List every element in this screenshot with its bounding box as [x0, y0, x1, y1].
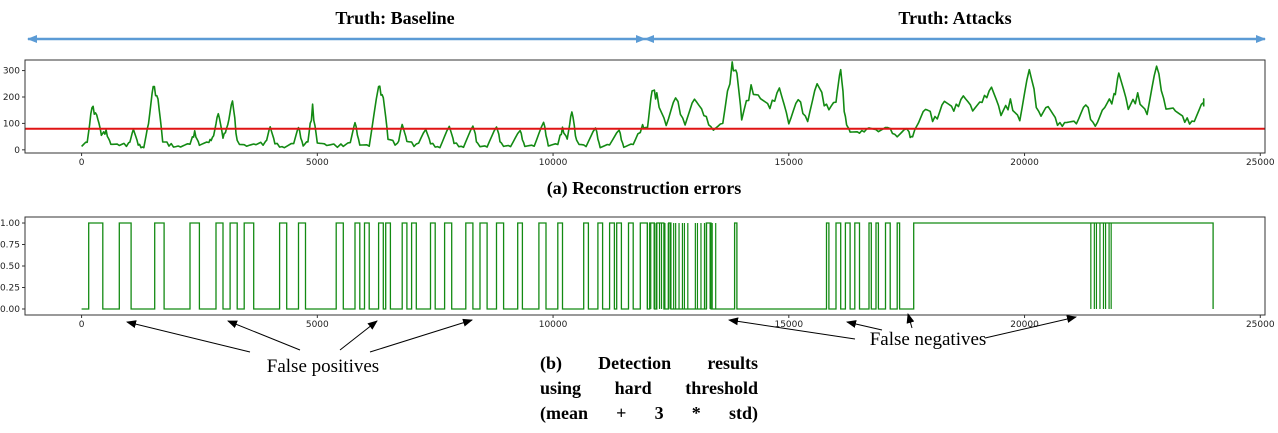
caption-b-line-2: using hard threshold	[540, 378, 758, 398]
fp-arrow-1	[126, 320, 251, 353]
fn-arrow-1	[728, 317, 856, 340]
bottom-x-tick-label: 25000	[1246, 320, 1275, 330]
top-y-tick-label: 300	[3, 67, 20, 77]
bottom-x-tick-label: 20000	[1010, 320, 1039, 330]
attacks-header: Truth: Attacks	[898, 8, 1011, 28]
bottom-y-tick-label: 0.50	[0, 262, 20, 272]
bottom-plot-frame	[24, 216, 1266, 316]
top-y-tick-label: 0	[14, 146, 20, 156]
caption-b: (b) Detection results using hard thresho…	[540, 351, 758, 426]
top-x-tick-label: 15000	[774, 158, 803, 168]
top-x-tick-label: 10000	[539, 158, 568, 168]
top-x-tick-label: 5000	[306, 158, 329, 168]
bottom-y-tick-label: 0.00	[0, 305, 20, 315]
bottom-x-tick-label: 5000	[306, 320, 329, 330]
detection-result-series	[81, 222, 1214, 310]
caption-b-line-3: (mean + 3 * std)	[540, 403, 758, 423]
bottom-y-tick-label: 0.75	[0, 241, 20, 251]
false-negative-arrows	[728, 313, 1077, 340]
fp-arrow-4	[369, 318, 473, 353]
baseline-header: Truth: Baseline	[335, 8, 454, 28]
top-x-tick-label: 25000	[1246, 158, 1275, 168]
caption-b-line-1: (b) Detection results	[540, 353, 758, 373]
reconstruction-error-chart: 0 5000 10000 15000 20000 25000 0 100 200 300	[3, 59, 1275, 168]
fn-arrow-3	[906, 313, 915, 329]
fp-arrow-2	[227, 320, 301, 351]
bottom-y-tick-label: 1.00	[0, 219, 20, 229]
top-plot-frame	[24, 59, 1266, 154]
caption-a: (a) Reconstruction errors	[547, 178, 742, 199]
detection-results-chart: 0 5000 10000 15000 20000 25000 0.00 0.25 0.50 0.7…	[0, 216, 1275, 330]
false-positive-arrows	[126, 318, 473, 353]
top-y-tick-label: 100	[3, 119, 20, 129]
fp-arrow-3	[339, 320, 378, 351]
bottom-x-tick-label: 0	[79, 320, 85, 330]
top-y-tick-label: 200	[3, 93, 20, 103]
fn-arrow-2	[846, 320, 883, 331]
bottom-y-tick-label: 0.25	[0, 283, 20, 293]
bottom-x-tick-label: 15000	[774, 320, 803, 330]
reconstruction-error-series	[81, 61, 1205, 149]
false-positives-label: False positives	[267, 356, 379, 377]
bottom-x-tick-label: 10000	[539, 320, 568, 330]
false-negatives-label: False negatives	[870, 329, 987, 350]
fn-arrow-4	[984, 315, 1077, 339]
top-x-tick-label: 20000	[1010, 158, 1039, 168]
top-x-tick-label: 0	[79, 158, 85, 168]
